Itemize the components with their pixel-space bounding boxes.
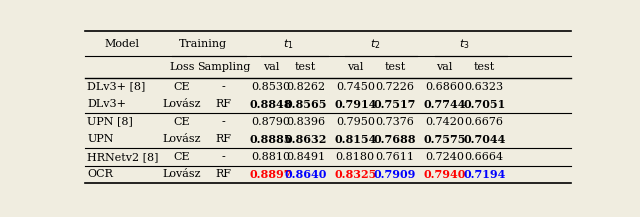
- Text: CE: CE: [173, 117, 190, 127]
- Text: 0.7240: 0.7240: [425, 152, 464, 162]
- Text: 0.8632: 0.8632: [285, 134, 327, 145]
- Text: 0.8897: 0.8897: [250, 169, 292, 180]
- Text: CE: CE: [173, 152, 190, 162]
- Text: 0.8180: 0.8180: [336, 152, 375, 162]
- Text: Lovász: Lovász: [163, 99, 201, 109]
- Text: 0.7909: 0.7909: [374, 169, 416, 180]
- Text: $t_1$: $t_1$: [283, 38, 294, 51]
- Text: 0.7420: 0.7420: [425, 117, 464, 127]
- Text: 0.7744: 0.7744: [423, 99, 466, 110]
- Text: 0.8491: 0.8491: [286, 152, 325, 162]
- Text: 0.6860: 0.6860: [425, 82, 464, 92]
- Text: 0.7914: 0.7914: [334, 99, 376, 110]
- Text: 0.8325: 0.8325: [334, 169, 376, 180]
- Text: UPN [8]: UPN [8]: [88, 117, 133, 127]
- Text: OCR: OCR: [88, 169, 113, 179]
- Text: 0.7950: 0.7950: [336, 117, 375, 127]
- Text: $t_3$: $t_3$: [459, 38, 470, 51]
- Text: DLv3+ [8]: DLv3+ [8]: [88, 82, 146, 92]
- Text: RF: RF: [216, 169, 232, 179]
- Text: Training: Training: [179, 39, 227, 49]
- Text: 0.7611: 0.7611: [376, 152, 415, 162]
- Text: CE: CE: [173, 82, 190, 92]
- Text: 0.7450: 0.7450: [336, 82, 375, 92]
- Text: HRNetv2 [8]: HRNetv2 [8]: [88, 152, 159, 162]
- Text: 0.7194: 0.7194: [463, 169, 506, 180]
- Text: 0.7517: 0.7517: [374, 99, 416, 110]
- Text: test: test: [474, 62, 495, 72]
- Text: 0.7688: 0.7688: [374, 134, 416, 145]
- Text: val: val: [263, 62, 279, 72]
- Text: 0.6323: 0.6323: [465, 82, 504, 92]
- Text: 0.8565: 0.8565: [284, 99, 327, 110]
- Text: $t_2$: $t_2$: [370, 38, 380, 51]
- Text: 0.8848: 0.8848: [250, 99, 292, 110]
- Text: test: test: [385, 62, 406, 72]
- Text: 0.6664: 0.6664: [465, 152, 504, 162]
- Text: Sampling: Sampling: [197, 62, 250, 72]
- Text: UPN: UPN: [88, 134, 114, 144]
- Text: 0.7044: 0.7044: [463, 134, 506, 145]
- Text: 0.8640: 0.8640: [285, 169, 327, 180]
- Text: 0.8810: 0.8810: [252, 152, 291, 162]
- Text: Model: Model: [105, 39, 140, 49]
- Text: 0.7376: 0.7376: [376, 117, 414, 127]
- Text: 0.8790: 0.8790: [252, 117, 291, 127]
- Text: DLv3+: DLv3+: [88, 99, 127, 109]
- Text: test: test: [295, 62, 316, 72]
- Text: 0.8396: 0.8396: [286, 117, 325, 127]
- Text: -: -: [222, 152, 226, 162]
- Text: val: val: [436, 62, 452, 72]
- Text: Loss: Loss: [169, 62, 195, 72]
- Text: Lovász: Lovász: [163, 134, 201, 144]
- Text: 0.8530: 0.8530: [252, 82, 291, 92]
- Text: 0.7051: 0.7051: [463, 99, 506, 110]
- Text: 0.6676: 0.6676: [465, 117, 504, 127]
- Text: 0.8154: 0.8154: [334, 134, 376, 145]
- Text: -: -: [222, 82, 226, 92]
- Text: 0.8885: 0.8885: [250, 134, 292, 145]
- Text: 0.8262: 0.8262: [286, 82, 325, 92]
- Text: 0.7940: 0.7940: [424, 169, 466, 180]
- Text: -: -: [222, 117, 226, 127]
- Text: val: val: [347, 62, 364, 72]
- Text: RF: RF: [216, 134, 232, 144]
- Text: 0.7226: 0.7226: [376, 82, 415, 92]
- Text: RF: RF: [216, 99, 232, 109]
- Text: Lovász: Lovász: [163, 169, 201, 179]
- Text: 0.7575: 0.7575: [423, 134, 466, 145]
